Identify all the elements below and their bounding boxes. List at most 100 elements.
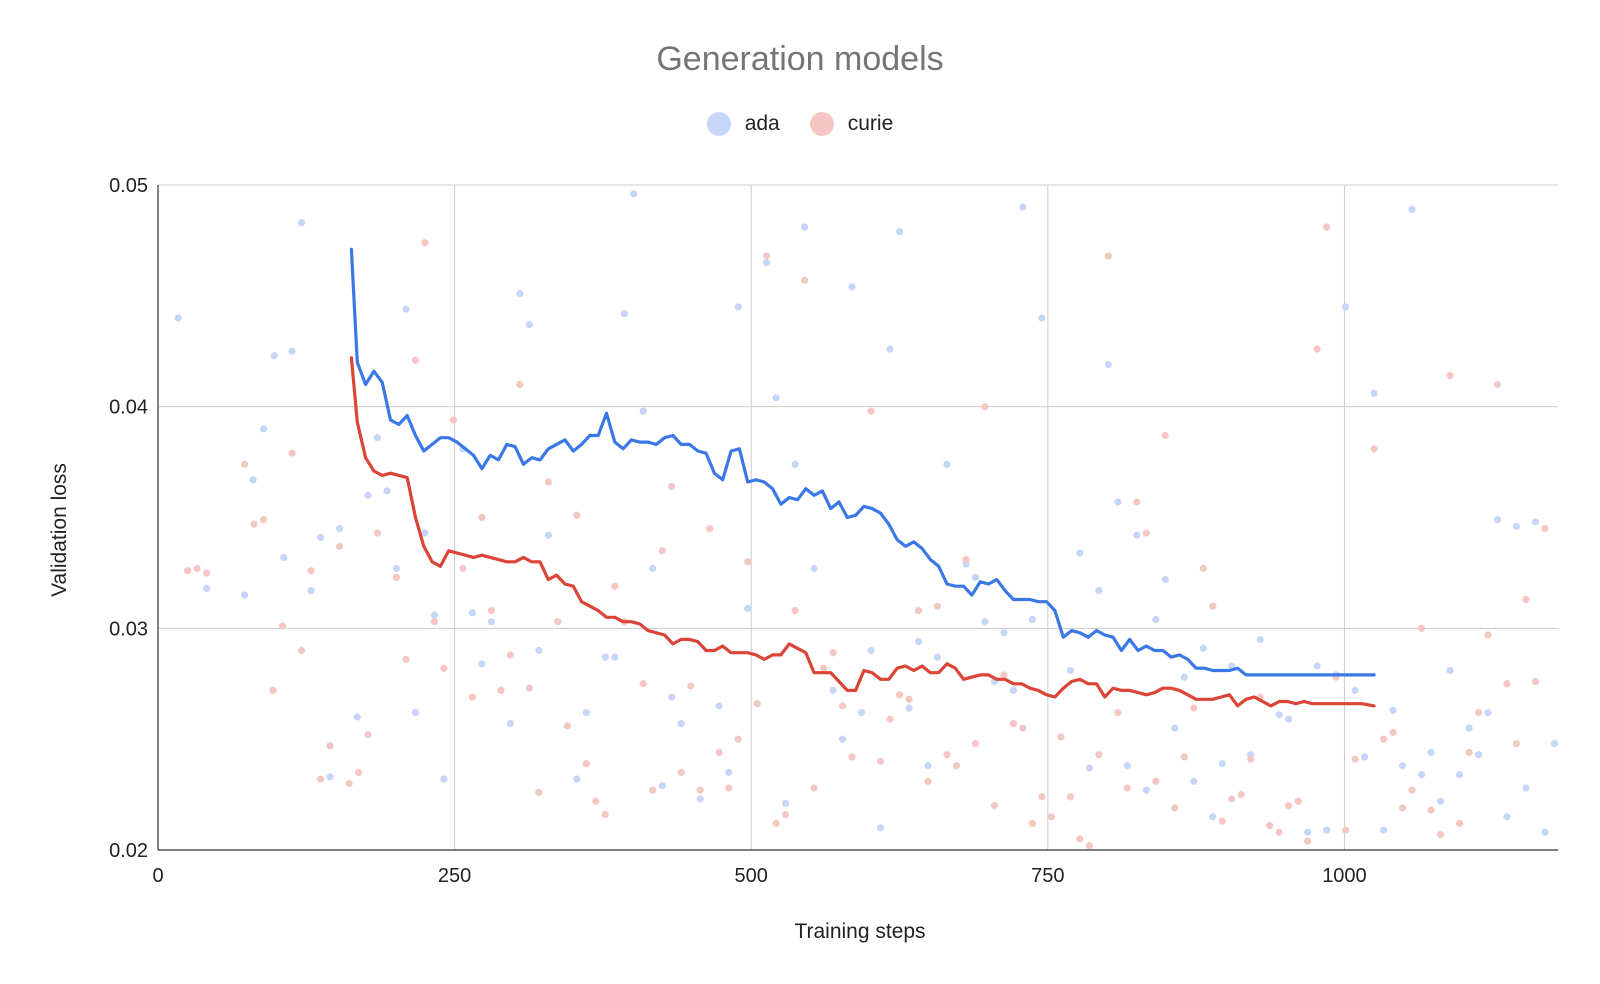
data-point-curie [744,558,752,566]
data-point-curie [668,482,676,491]
data-point-ada [1550,740,1559,748]
data-point-curie [1009,720,1018,728]
data-point-curie [421,239,429,247]
data-point-curie [449,416,458,424]
data-point-ada [971,573,980,581]
legend-item-curie: curie [809,112,893,136]
data-point-curie [1408,786,1416,794]
data-point-ada [782,799,790,808]
data-point-curie [525,684,533,692]
data-point-ada [1123,762,1131,770]
data-point-ada [421,529,429,537]
data-point-curie [1285,802,1293,810]
data-point-curie [715,748,723,757]
data-point-ada [1104,360,1112,369]
data-point-curie [1237,790,1245,799]
data-point-curie [1474,708,1483,717]
data-point-ada [516,290,524,298]
data-point-ada [1398,762,1407,770]
data-point-ada [1531,518,1540,526]
data-point-ada [573,775,581,783]
data-point-ada [1133,531,1141,539]
data-point-curie [1323,223,1331,231]
data-point-curie [782,810,790,819]
data-point-ada [1474,751,1483,759]
data-point-ada [924,762,932,770]
data-point-ada [270,352,278,360]
data-point-curie [810,784,818,792]
data-point-curie [1436,830,1445,839]
data-point-ada [801,223,809,231]
x-tick-label: 250 [438,865,471,887]
data-point-curie [1493,380,1502,389]
legend-label-ada: ada [744,112,780,135]
data-point-curie [706,524,714,533]
data-point-curie [411,356,420,364]
data-point-curie [876,757,885,765]
data-point-ada [1427,748,1435,757]
y-axis-title: Validation loss [48,463,71,597]
data-point-ada [658,782,666,790]
data-point-curie [468,693,477,701]
data-point-curie [1180,753,1188,761]
data-point-curie [886,715,894,723]
data-point-ada [307,587,315,595]
data-point-curie [1000,671,1008,679]
data-point-ada [630,190,638,198]
data-point-ada [914,638,923,646]
data-point-ada [1351,686,1359,695]
data-point-ada [1199,644,1207,652]
data-point-curie [1512,740,1521,748]
data-point-ada [316,533,325,542]
data-point-curie [326,742,334,750]
data-point-ada [725,768,733,777]
data-point-ada [772,394,780,402]
trend-line-ada [349,247,1376,677]
data-point-ada [1541,828,1549,836]
data-point-ada [280,553,288,562]
legend-swatch-ada [706,112,731,136]
data-point-ada [1436,797,1445,805]
data-point-ada [1085,764,1093,772]
data-point-curie [1541,524,1549,533]
data-point-ada [440,775,448,783]
data-point-ada [1256,635,1264,644]
data-point-ada [838,735,847,743]
data-point-curie [1455,819,1464,828]
data-point-curie [1028,819,1037,828]
data-point-curie [259,516,268,524]
data-point-curie [1446,372,1454,380]
data-point-ada [535,646,543,655]
data-point-ada [373,434,382,442]
data-point-ada [1114,498,1122,506]
data-point-curie [1057,733,1065,741]
data-point-curie [971,740,980,748]
data-point-ada [1361,753,1369,761]
data-point-ada [1009,686,1018,695]
data-point-ada [744,604,752,612]
data-point-curie [402,655,410,663]
data-point-curie [990,802,999,810]
y-tick-label: 0.02 [109,840,148,862]
data-point-curie [1047,813,1055,821]
data-point-ada [259,425,268,433]
data-point-curie [1161,431,1169,440]
data-point-curie [1531,677,1540,686]
data-point-ada [905,704,913,712]
data-point-ada [174,314,182,322]
data-point-ada [639,407,647,415]
data-point-ada [696,795,704,803]
data-point-ada [1484,708,1492,717]
data-point-ada [734,303,742,311]
data-point-curie [1389,728,1397,737]
data-point-curie [1218,817,1226,825]
data-point-ada [943,460,951,468]
data-point-curie [763,252,771,260]
data-point-curie [392,573,401,581]
data-point-curie [345,779,353,788]
data-point-ada [1171,724,1179,732]
data-point-ada [1417,771,1426,779]
data-point-ada [1408,205,1416,213]
data-point-ada [933,653,942,661]
